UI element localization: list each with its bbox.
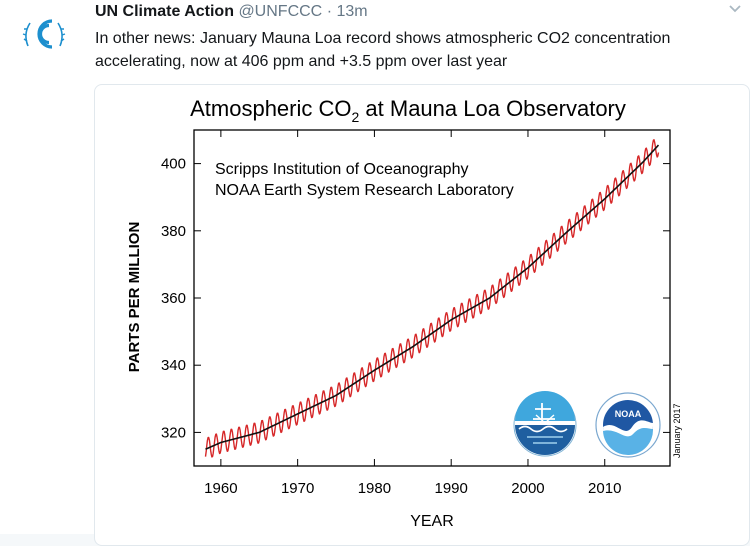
noaa-logo-icon: NOAA (595, 392, 661, 458)
x-tick-label: 1970 (281, 480, 314, 497)
y-tick-label: 400 (161, 156, 186, 173)
tweet-header: UN Climate Action @UNFCCC · 13m (95, 3, 368, 21)
annotation-scripps: Scripps Institution of Oceanography (215, 161, 468, 178)
x-tick-label: 1990 (435, 480, 468, 497)
author-handle[interactable]: @UNFCCC (238, 3, 323, 20)
chart-title-main: Atmospheric CO (190, 96, 351, 121)
co2-chart: Atmospheric CO2 at Mauna Loa Observatory… (126, 96, 682, 530)
x-tick-label: 1960 (204, 480, 237, 497)
header-separator: · (326, 3, 333, 20)
unfccc-logo-icon[interactable] (18, 8, 70, 60)
annotation-noaa-esrl: NOAA Earth System Research Laboratory (215, 182, 514, 199)
date-label: January 2017 (672, 403, 682, 458)
y-tick-label: 360 (161, 290, 186, 307)
tweet-timestamp[interactable]: 13m (336, 3, 368, 20)
chart-title-subscript: 2 (352, 109, 360, 125)
y-tick-label: 320 (161, 424, 186, 441)
x-tick-label: 2000 (511, 480, 544, 497)
y-axis-label: PARTS PER MILLION (126, 222, 143, 373)
y-tick-label: 380 (161, 223, 186, 240)
tweet-text: In other news: January Mauna Loa record … (95, 30, 671, 70)
y-tick-label: 340 (161, 357, 186, 374)
x-axis-label: YEAR (410, 513, 454, 530)
noaa-logo-text: NOAA (615, 409, 642, 419)
media-card[interactable]: Atmospheric CO2 at Mauna Loa Observatory… (94, 84, 750, 546)
trend-co2-series-line (205, 144, 660, 450)
chevron-down-icon[interactable] (728, 2, 742, 14)
chart-title: Atmospheric CO2 at Mauna Loa Observatory (190, 96, 626, 125)
monthly-co2-series-line (204, 139, 660, 458)
x-tick-label: 2010 (588, 480, 621, 497)
chart-title-suffix: at Mauna Loa Observatory (359, 96, 626, 121)
x-tick-label: 1980 (358, 480, 391, 497)
author-name[interactable]: UN Climate Action (95, 3, 234, 20)
scripps-logo-icon (513, 391, 577, 457)
